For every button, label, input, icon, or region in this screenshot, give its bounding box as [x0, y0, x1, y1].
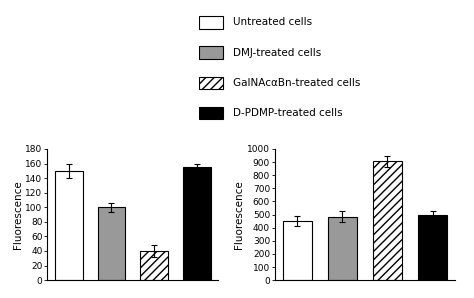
Bar — [183, 167, 210, 280]
Bar — [418, 215, 447, 280]
Bar — [328, 217, 357, 280]
Y-axis label: Fluorescence: Fluorescence — [12, 180, 22, 249]
Bar — [373, 162, 402, 280]
Bar — [199, 107, 222, 119]
Bar — [98, 207, 125, 280]
Bar — [199, 46, 222, 59]
Bar — [199, 16, 222, 29]
Y-axis label: Fluorescence: Fluorescence — [234, 180, 244, 249]
Bar — [199, 77, 222, 89]
Bar — [283, 221, 312, 280]
Bar — [140, 251, 168, 280]
Text: D-PDMP-treated cells: D-PDMP-treated cells — [233, 108, 343, 118]
Text: Untreated cells: Untreated cells — [233, 17, 312, 27]
Text: DMJ-treated cells: DMJ-treated cells — [233, 48, 321, 58]
Text: GalNAcαBn-treated cells: GalNAcαBn-treated cells — [233, 78, 360, 88]
Bar — [55, 171, 82, 280]
